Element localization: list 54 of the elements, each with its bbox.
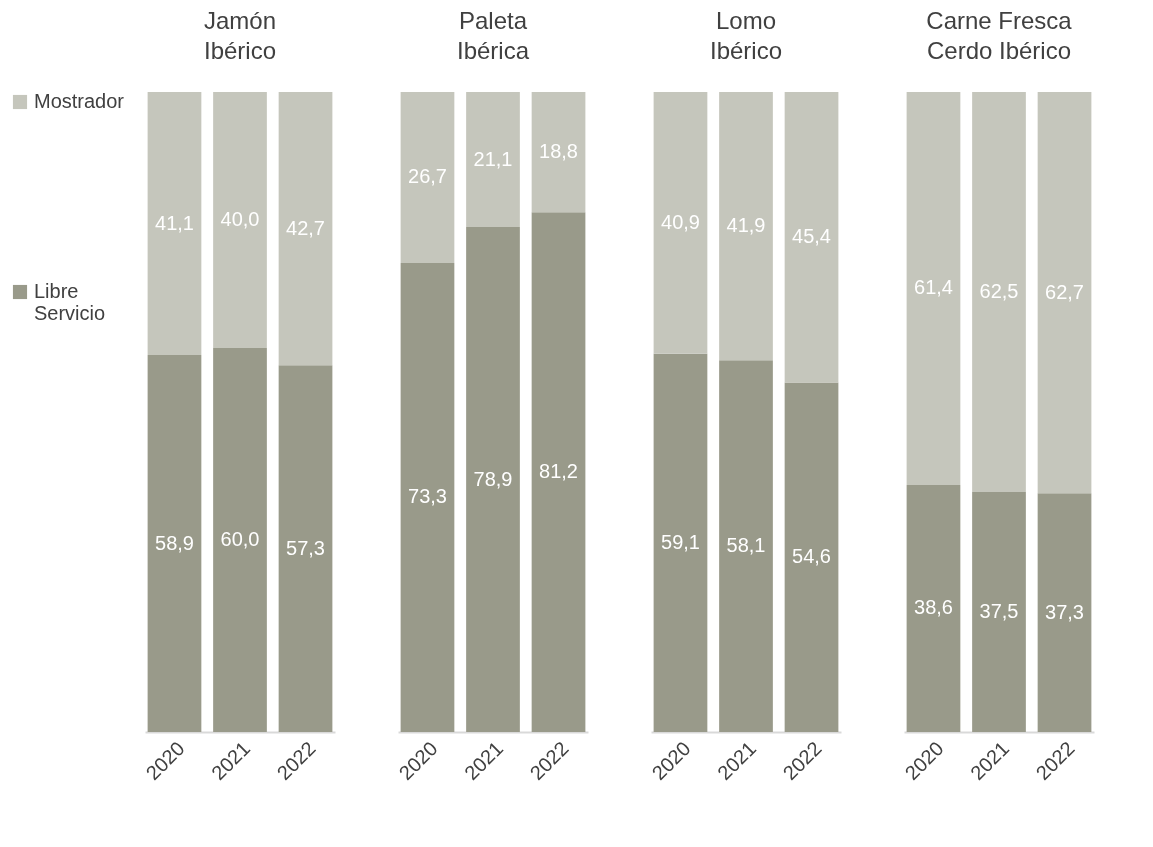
chart-title: Jamón Ibérico (203, 7, 277, 64)
bar (213, 92, 267, 348)
data-label: 26,7 (408, 165, 447, 188)
bar (147, 92, 202, 356)
bar (1037, 493, 1092, 732)
data-label: 54,6 (792, 545, 831, 568)
data-label: 62,5 (979, 280, 1019, 302)
bar (531, 212, 586, 732)
data-label: 41,1 (155, 211, 194, 234)
data-label: 59,1 (661, 530, 700, 553)
bar (906, 92, 961, 485)
data-label: 61,4 (914, 276, 953, 299)
data-label: 41,9 (726, 214, 766, 237)
bar (906, 484, 961, 732)
bar (719, 360, 773, 732)
chart-title: Carne Fresca Cerdo Ibérico (926, 7, 1073, 64)
bar (278, 365, 333, 732)
data-label: 21,1 (473, 147, 513, 170)
data-label: 78,9 (473, 467, 513, 490)
bar (784, 92, 839, 383)
bar (400, 92, 455, 263)
data-label: 57,3 (286, 536, 325, 559)
data-label: 37,5 (979, 600, 1019, 622)
data-label: 62,7 (1045, 280, 1084, 303)
bar (653, 353, 708, 732)
data-label: 18,8 (539, 140, 578, 163)
data-label: 42,7 (286, 216, 325, 239)
bar (653, 92, 708, 354)
data-label: 58,1 (726, 534, 766, 557)
data-label: 60,0 (220, 528, 260, 550)
data-label: 40,0 (220, 208, 260, 230)
bar (278, 92, 333, 366)
data-label: 38,6 (914, 596, 953, 619)
data-label: 58,9 (155, 531, 194, 554)
data-label: 37,3 (1045, 600, 1084, 623)
bar (147, 355, 202, 732)
bar (531, 92, 586, 213)
data-label: 73,3 (408, 485, 447, 508)
bar (972, 92, 1026, 492)
bar (1037, 92, 1092, 494)
bar (784, 382, 839, 732)
bar (466, 227, 520, 732)
legend-label: Mostrador (34, 90, 125, 112)
bar (972, 492, 1026, 732)
bar (719, 92, 773, 361)
bar (213, 348, 267, 732)
data-label: 81,2 (539, 460, 578, 483)
bar (400, 262, 455, 732)
legend-label: Libre Servicio (34, 280, 106, 324)
data-label: 40,9 (661, 210, 700, 233)
bar (466, 92, 520, 228)
data-label: 45,4 (792, 225, 831, 248)
chart-title: Lomo Ibérico (709, 7, 783, 64)
chart-title: Paleta Ibérica (456, 7, 530, 64)
